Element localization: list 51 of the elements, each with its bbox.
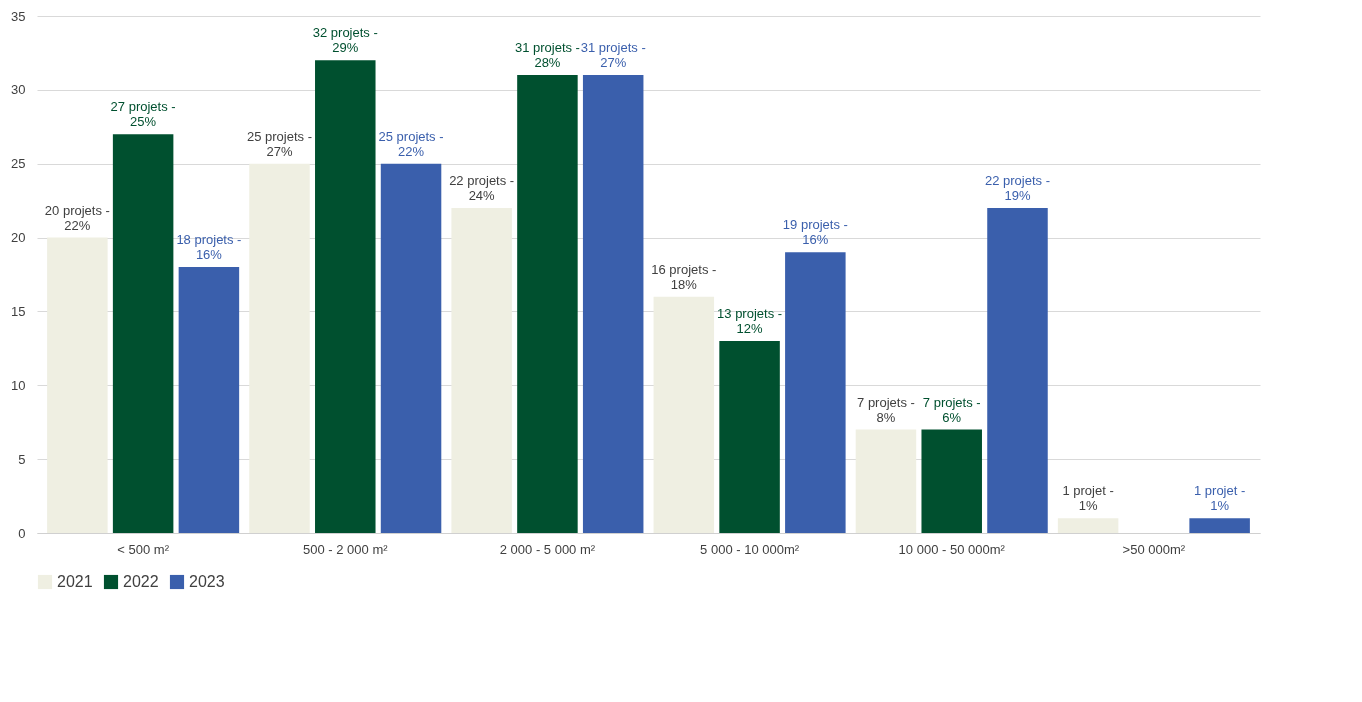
data-label: 7 projets - 6% [922, 394, 981, 425]
bar [1189, 518, 1250, 533]
x-tick-label: < 500 m² [117, 541, 170, 557]
legend-label: 2021 [57, 573, 93, 590]
x-tick-label: 5 000 - 10 000m² [700, 541, 800, 557]
data-label: 1 projet - 1% [1193, 483, 1246, 514]
data-label: 25 projets - 22% [378, 128, 444, 159]
bar [785, 252, 846, 533]
y-tick-label: 35 [11, 8, 26, 24]
data-label: 32 projets - 29% [312, 25, 378, 56]
bar [855, 429, 917, 533]
bar [987, 208, 1048, 533]
data-label: 19 projets - 16% [782, 217, 848, 248]
bar [112, 134, 174, 533]
bar [719, 340, 780, 533]
bar [517, 75, 578, 533]
x-tick-label: 2 000 - 5 000 m² [499, 541, 596, 557]
data-label: 7 projets - 8% [857, 394, 915, 425]
bar [921, 429, 982, 533]
x-tick-label: 10 000 - 50 000m² [898, 541, 1006, 557]
bar [47, 237, 108, 533]
y-tick-label: 0 [18, 525, 26, 541]
x-tick-label: >50 000m² [1122, 541, 1186, 557]
data-label: 22 projets - 19% [984, 173, 1051, 204]
y-tick-label: 20 [11, 230, 26, 246]
data-label: 27 projets - 25% [110, 99, 176, 130]
data-label: 31 projets - 27% [580, 40, 646, 71]
data-label: 13 projets - 12% [717, 305, 783, 336]
y-tick-label: 5 [18, 451, 26, 467]
data-label: 18 projets - 16% [176, 232, 242, 263]
y-tick-label: 15 [11, 303, 26, 319]
bar [653, 296, 715, 533]
legend-label: 2022 [123, 573, 159, 590]
y-tick-label: 30 [11, 82, 26, 98]
x-tick-label: 500 - 2 000 m² [303, 541, 389, 557]
data-label: 25 projets - 27% [246, 128, 313, 159]
bar [380, 163, 442, 533]
bar [249, 163, 310, 533]
data-label: 1 projet - 1% [1062, 483, 1114, 514]
bar [451, 208, 512, 533]
bar [178, 267, 240, 533]
data-label: 22 projets - 24% [449, 173, 515, 204]
data-label: 31 projets - 28% [514, 40, 580, 71]
data-label: 20 projets - 22% [44, 202, 110, 233]
bar [1057, 518, 1119, 533]
y-tick-label: 10 [11, 377, 26, 393]
y-tick-label: 25 [11, 156, 26, 172]
bar [315, 60, 376, 533]
legend-label: 2023 [189, 573, 225, 590]
bar [582, 75, 644, 533]
data-label: 16 projets - 18% [651, 261, 717, 292]
